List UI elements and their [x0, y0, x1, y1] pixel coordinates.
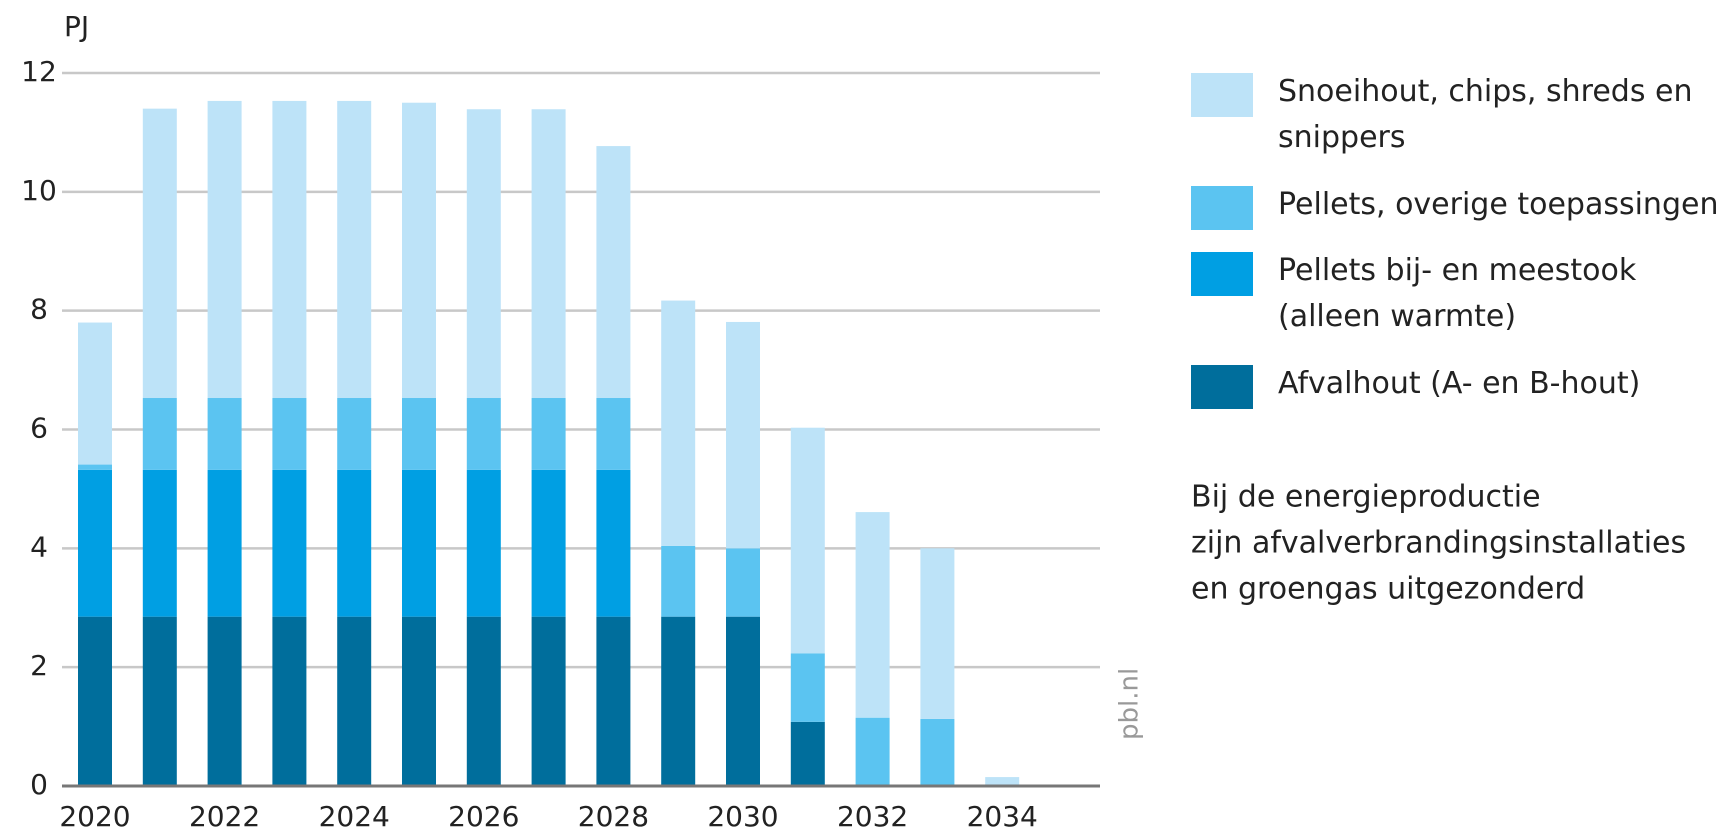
bar-segment: [272, 469, 307, 617]
x-tick-label: 2026: [448, 800, 519, 833]
bar-segment: [207, 398, 242, 470]
bar-segment: [402, 398, 436, 470]
bar-segment: [207, 469, 242, 617]
bar-segment: [596, 146, 631, 399]
legend-swatch: [1191, 73, 1253, 117]
legend-label: Afvalhout (A- en B-hout): [1278, 366, 1641, 401]
bar-segment: [78, 469, 112, 617]
bar-segment: [726, 548, 760, 617]
bar-segment: [790, 427, 825, 654]
bar-segment: [855, 717, 890, 786]
bar-segment: [272, 616, 307, 786]
bar-segment: [78, 616, 112, 786]
y-tick-label: 8: [30, 293, 48, 326]
bar-segment: [402, 469, 436, 617]
legend-swatch: [1191, 252, 1253, 296]
bar-segment: [142, 616, 177, 786]
annotation: zijn afvalverbrandingsinstallaties: [1191, 526, 1686, 561]
x-tick-label: 2024: [319, 800, 390, 833]
bar-segment: [337, 100, 372, 399]
y-axis-label: PJ: [64, 10, 89, 43]
bar-segment: [920, 548, 955, 719]
bar-segment: [855, 512, 890, 718]
bar-segment: [726, 321, 760, 549]
bar-segment: [272, 398, 307, 470]
legend-entry: Pellets, overige toepassingen: [1278, 187, 1719, 222]
bar-segment: [466, 109, 501, 399]
legend-label: Pellets, overige toepassingen: [1278, 187, 1719, 222]
bar-segment: [337, 616, 372, 786]
bar-segment: [402, 616, 436, 786]
bar-segment: [790, 721, 825, 786]
bar-segment: [337, 469, 372, 617]
legend-label: Snoeihout, chips, shreds en snippers: [1278, 74, 1693, 155]
x-tick-label: 2030: [707, 800, 778, 833]
bar-segment: [531, 616, 566, 786]
bar-segment: [207, 100, 242, 399]
legend-swatch: [1191, 186, 1253, 230]
bar-segment: [207, 616, 242, 786]
bar-segment: [985, 777, 1020, 786]
bar-segment: [337, 398, 372, 470]
x-tick-label: 2020: [59, 800, 130, 833]
legend-entry: Snoeihout, chips, shreds en snippers: [1278, 74, 1693, 155]
bar-segment: [920, 718, 955, 786]
x-tick-label: 2032: [837, 800, 908, 833]
bar-segment: [661, 300, 696, 546]
y-tick-label: 2: [30, 649, 48, 682]
bar-segment: [661, 545, 696, 617]
y-tick-label: 10: [21, 174, 57, 207]
bar-segment: [142, 108, 177, 399]
annotation: Bij de energieproductie: [1191, 480, 1541, 515]
y-tick-label: 0: [30, 768, 48, 801]
bar-segment: [466, 616, 501, 786]
bar-segment: [596, 398, 631, 470]
bar-segment: [402, 102, 436, 399]
bar-segment: [531, 469, 566, 617]
bar-segment: [466, 398, 501, 470]
bar-segment: [790, 653, 825, 722]
annotation: en groengas uitgezonderd: [1191, 572, 1585, 607]
y-tick-label: 12: [21, 55, 57, 88]
bar-segment: [142, 398, 177, 470]
y-tick-label: 6: [30, 412, 48, 445]
legend-label: Pellets bij- en meestook (alleen warmte): [1278, 253, 1637, 334]
source: pbl.nl: [1115, 668, 1145, 740]
y-tick-label: 4: [30, 530, 48, 563]
bar-segment: [726, 616, 760, 786]
bar-segment: [466, 469, 501, 617]
legend-entry: Afvalhout (A- en B-hout): [1278, 366, 1641, 401]
bar-segment: [531, 398, 566, 470]
bar-segment: [596, 469, 631, 617]
bar-segment: [272, 100, 307, 399]
bar-segment: [531, 109, 566, 399]
bar-segment: [142, 469, 177, 617]
x-tick-label: 2022: [189, 800, 260, 833]
legend-swatch: [1191, 365, 1253, 409]
x-tick-label: 2028: [578, 800, 649, 833]
bar-segment: [78, 322, 112, 465]
bar-segment: [596, 616, 631, 786]
bar-segment: [661, 616, 696, 786]
x-tick-label: 2034: [967, 800, 1038, 833]
bar-segment: [78, 464, 112, 470]
legend-entry: Pellets bij- en meestook (alleen warmte): [1278, 253, 1637, 334]
